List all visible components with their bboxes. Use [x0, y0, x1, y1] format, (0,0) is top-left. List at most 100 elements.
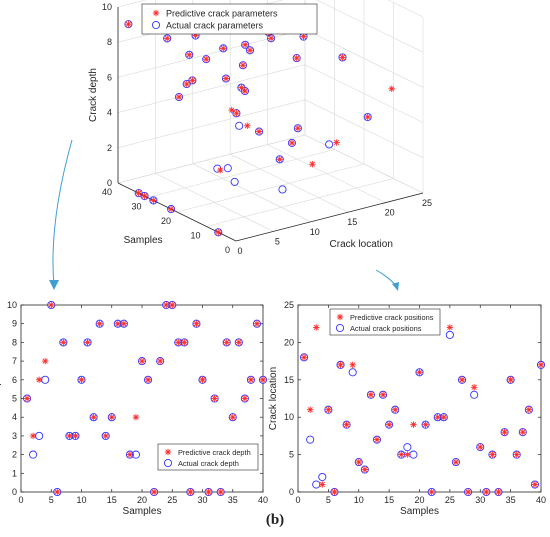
- data-point-predicted: [519, 428, 526, 436]
- y-tick-label: 10: [190, 231, 200, 241]
- data-point-predicted: [187, 488, 194, 496]
- star-stroke: [398, 451, 404, 458]
- data-point-actual: [41, 375, 50, 384]
- star-stroke: [277, 156, 283, 162]
- data-point-predicted: [66, 432, 73, 440]
- data-point-predicted: [410, 421, 417, 428]
- data-point-predicted: [440, 414, 447, 421]
- star-stroke: [242, 42, 248, 48]
- data-point-predicted: [398, 451, 405, 458]
- star-stroke: [133, 414, 139, 420]
- y-tick-label: 9: [12, 319, 17, 329]
- z-tick-label: 8: [107, 37, 112, 47]
- legend-circle-marker: [151, 20, 161, 30]
- data-point-predicted: [96, 320, 103, 327]
- star-stroke: [350, 362, 356, 368]
- data-point-predicted: [525, 406, 533, 413]
- data-point-actual: [230, 177, 239, 186]
- data-point-predicted: [241, 395, 249, 402]
- y-tick-label: 25: [284, 300, 294, 310]
- x-tick-label: 20: [414, 495, 424, 505]
- data-point-actual: [338, 53, 347, 62]
- data-point-predicted: [477, 443, 484, 451]
- data-point-predicted: [293, 54, 300, 62]
- data-point-actual: [439, 413, 448, 422]
- star-stroke: [141, 193, 148, 199]
- star-stroke: [103, 433, 109, 439]
- data-point-actual: [330, 487, 339, 497]
- data-point-predicted: [349, 361, 356, 369]
- data-point-actual: [107, 413, 116, 422]
- x-tick-label: 25: [167, 495, 177, 505]
- data-point-predicted: [211, 395, 218, 402]
- data-point-actual: [95, 319, 104, 328]
- star-stroke: [325, 407, 331, 413]
- y-tick-label: 5: [12, 394, 17, 404]
- y-tick-label: 0: [225, 245, 230, 255]
- star-stroke: [211, 395, 218, 402]
- z-tick-label: 2: [107, 143, 112, 153]
- data-point-predicted: [288, 139, 296, 147]
- figure-label: (b): [265, 512, 285, 528]
- chart-crack-depth: 0 5 10 15 20 25 30 35 40 0 1 2 3 4 5 6 7 8 9 10 Samples Crack…: [0, 300, 268, 517]
- legend-star-marker: [164, 448, 172, 456]
- data-point-actual: [168, 300, 177, 310]
- data-point-predicted: [513, 451, 520, 458]
- data-point-actual: [77, 375, 86, 384]
- data-point-predicted: [144, 376, 152, 383]
- legend: Predictive crack parameters Actual crack …: [141, 3, 318, 35]
- data-point-predicted: [392, 406, 399, 413]
- data-point-actual: [385, 420, 394, 429]
- star-stroke: [333, 139, 340, 146]
- data-point-actual: [131, 450, 140, 459]
- legend-box: [141, 3, 318, 35]
- x-tick-label: 5: [326, 495, 331, 505]
- connector-arrows: [49, 139, 399, 291]
- star-stroke: [368, 392, 374, 398]
- data-point-predicted: [489, 451, 496, 458]
- star-stroke: [356, 459, 362, 465]
- data-point-actual: [275, 155, 284, 164]
- data-point-predicted: [300, 354, 308, 361]
- grid-line: [304, 29, 424, 88]
- arrow-to-depth-chart: [52, 139, 73, 286]
- data-point-actual: [488, 450, 497, 459]
- star-stroke: [199, 377, 206, 383]
- star-stroke: [242, 88, 248, 94]
- star-stroke: [121, 321, 127, 327]
- grid-line: [147, 149, 335, 198]
- x-tick-label: 5: [275, 236, 280, 246]
- data-point-actual: [372, 435, 382, 444]
- data-point-actual: [47, 300, 56, 310]
- data-point-predicted: [452, 458, 460, 466]
- y-tick-label: 10: [284, 412, 294, 422]
- x-axis-label: Crack location: [330, 239, 393, 250]
- data-point-predicted: [300, 33, 307, 40]
- plot-area: [297, 304, 542, 493]
- star-stroke: [389, 86, 395, 92]
- data-point-predicted: [244, 122, 251, 129]
- data-point-predicted: [181, 339, 188, 346]
- data-point-predicted: [132, 414, 140, 421]
- data-point-actual: [228, 413, 237, 422]
- star-stroke: [229, 107, 235, 113]
- star-stroke: [362, 466, 368, 473]
- data-point-actual: [89, 413, 98, 422]
- star-stroke: [422, 422, 429, 428]
- data-point-predicted: [150, 488, 158, 496]
- data-point-predicted: [138, 357, 146, 365]
- data-point-actual: [451, 458, 461, 467]
- data-point-predicted: [325, 406, 332, 413]
- star-stroke: [151, 489, 157, 495]
- y-axis-label: Samples: [124, 235, 163, 246]
- data-point-predicted: [306, 406, 314, 413]
- data-point-actual: [202, 55, 211, 64]
- data-point-actual: [258, 375, 268, 384]
- data-point-predicted: [220, 45, 227, 52]
- y-tick-label: 30: [131, 202, 141, 212]
- data-point-actual: [192, 319, 201, 328]
- star-stroke: [90, 414, 97, 420]
- data-point-actual: [163, 34, 172, 43]
- star-stroke: [294, 55, 300, 61]
